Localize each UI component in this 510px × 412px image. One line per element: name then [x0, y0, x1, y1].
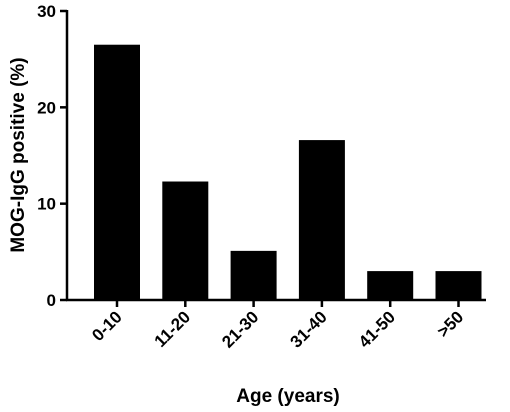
y-tick-label: 10: [37, 195, 56, 214]
x-tick-label: >50: [433, 307, 467, 341]
y-tick-label: 30: [37, 2, 56, 21]
x-tick-label: 41-50: [355, 307, 399, 351]
bar: [435, 271, 482, 300]
y-axis-label: MOG-IgG positive (%): [8, 57, 29, 252]
y-tick-label: 20: [37, 98, 56, 117]
bar: [367, 271, 414, 300]
x-tick-label: 11-20: [151, 307, 195, 351]
y-tick-label: 0: [47, 291, 56, 310]
x-tick-label: 0-10: [88, 307, 125, 344]
bar: [162, 181, 209, 300]
bar: [298, 140, 345, 300]
x-tick-label: 31-40: [287, 307, 331, 351]
bar: [230, 250, 277, 300]
x-axis-label: Age (years): [236, 386, 340, 407]
bar: [94, 44, 140, 300]
x-tick-label: 21-30: [218, 307, 262, 351]
